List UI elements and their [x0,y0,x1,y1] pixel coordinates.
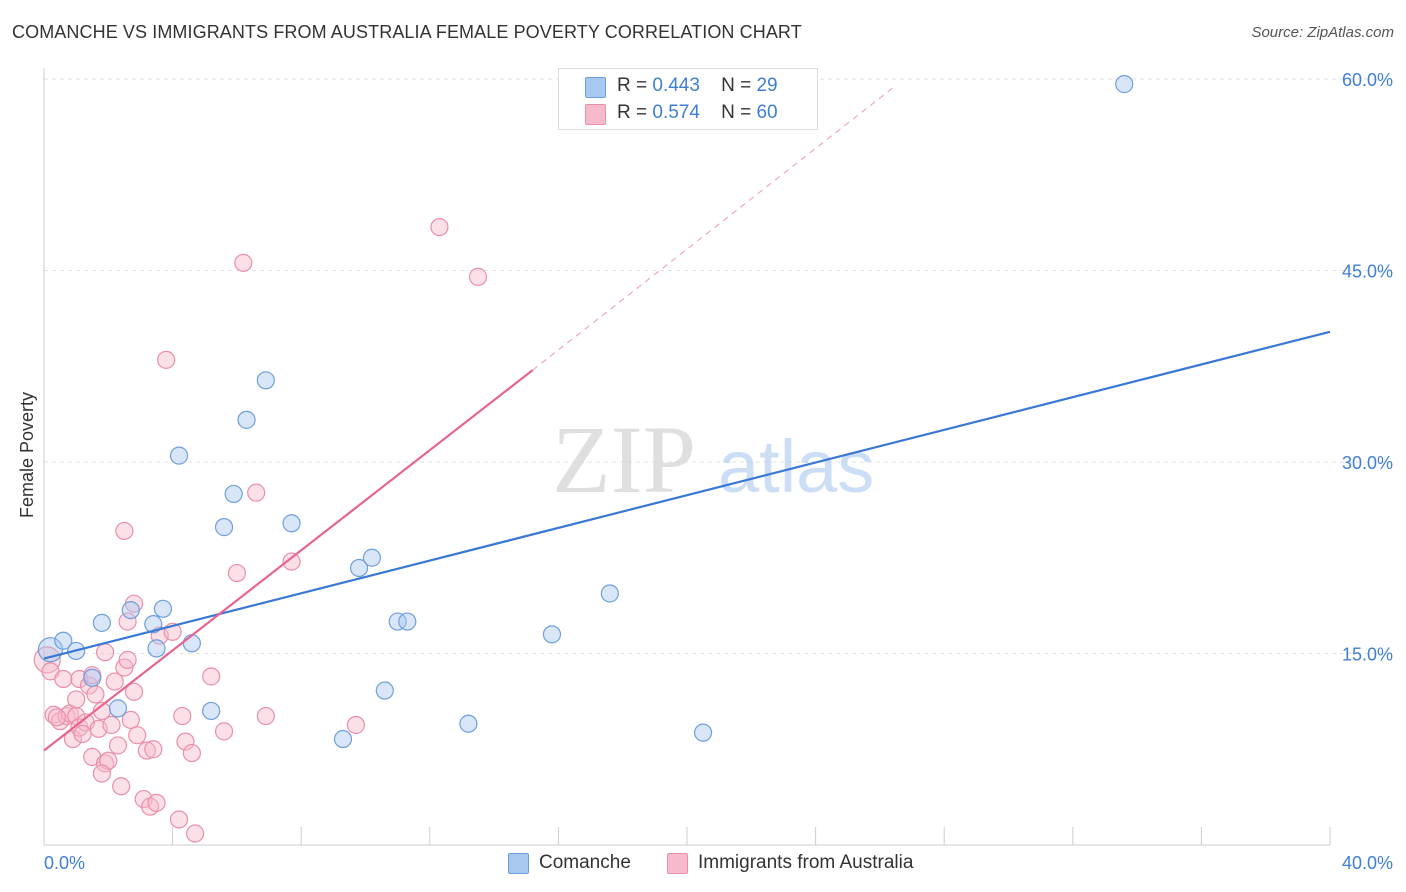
point-australia [57,706,76,726]
point-australia [282,552,301,571]
point-comanche [693,723,713,742]
point-comanche [282,514,301,533]
point-australia [214,722,234,741]
data-points [33,75,1134,843]
point-comanche [169,446,189,465]
point-australia [118,612,137,631]
chart-title: COMANCHE VS IMMIGRANTS FROM AUSTRALIA FE… [12,22,802,42]
point-comanche [83,668,102,687]
axes [43,68,1331,846]
legend-r-label: R = [617,75,648,96]
legend-swatch-comanche [585,77,606,98]
point-australia [95,643,115,662]
legend-n-label: N = [721,102,752,123]
legend-r-value: 0.574 [652,102,700,123]
point-australia [124,682,144,701]
point-comanche [144,615,163,634]
x-tick-label-max: 40.0% [1342,853,1393,873]
point-australia [169,810,189,829]
legend-n-value: 29 [756,75,778,96]
point-australia [147,793,166,812]
point-australia [33,646,61,674]
point-australia [468,267,488,286]
point-comanche [153,599,173,618]
x-tick-label-min: 0.0% [44,853,85,873]
y-tick-label: 60.0% [1342,70,1393,90]
point-australia [115,521,134,541]
source-credit: Source: ZipAtlas.com [1251,24,1394,41]
trend-line-comanche [43,330,1331,660]
point-australia [137,741,156,760]
legend-n-label: N = [721,75,752,96]
point-comanche [202,701,221,721]
point-australia [157,350,176,369]
point-comanche [256,371,275,390]
stats-legend: R = 0.443 N = 29 R = 0.574 N = 60 [558,68,818,130]
point-australia [112,777,131,796]
bottom-legend-swatch-comanche [508,853,529,874]
point-comanche [459,714,478,733]
point-australia [247,483,266,502]
trend-lines [43,84,1331,752]
point-australia [95,754,115,773]
point-australia [118,650,137,669]
trend-line-australia [43,369,534,752]
point-comanche [349,558,369,578]
point-comanche [214,518,234,537]
point-australia [430,217,449,237]
y-axis-label: Female Poverty [17,392,37,518]
point-comanche [388,612,407,631]
point-australia [102,715,121,735]
legend-n-value: 60 [756,102,778,123]
point-australia [105,672,124,691]
point-comanche [182,634,201,653]
bottom-legend-swatch-australia [667,853,688,874]
point-australia [234,253,253,272]
y-tick-label: 30.0% [1342,453,1393,473]
point-comanche [398,612,417,631]
point-comanche [108,699,128,718]
tick-labels: 15.0% 30.0% 45.0% 60.0% 0.0% 40.0% [44,70,1393,873]
point-comanche [121,600,140,620]
point-comanche [1115,75,1134,94]
point-comanche [92,613,111,632]
point-australia [92,764,111,783]
point-australia [47,708,66,727]
point-australia [202,667,221,686]
legend-r-label: R = [617,102,648,123]
point-australia [67,690,86,709]
point-australia [346,715,365,735]
point-comanche [147,639,166,658]
point-australia [176,732,195,751]
point-australia [173,706,192,726]
y-tick-label: 15.0% [1342,645,1393,665]
point-comanche [224,484,243,504]
point-australia [63,729,83,749]
point-comanche [375,681,394,700]
point-australia [108,736,128,755]
point-australia [186,824,205,843]
point-comanche [600,584,619,603]
point-australia [54,669,73,689]
y-tick-label: 45.0% [1342,262,1393,282]
point-australia [144,740,163,759]
point-comanche [237,410,256,429]
point-australia [86,685,105,704]
watermark-zip: ZIP [552,406,696,513]
point-australia [182,743,201,763]
legend-swatch-australia [585,104,606,125]
point-australia [121,710,140,729]
legend-r-value: 0.443 [652,75,700,96]
point-australia [128,726,147,745]
point-australia [73,724,92,744]
point-comanche [333,729,353,749]
point-australia [227,563,246,583]
point-comanche [362,548,382,567]
bottom-legend-label-australia: Immigrants from Australia [698,852,914,873]
bottom-legend-label-comanche: Comanche [539,852,631,873]
point-comanche [54,631,73,650]
point-comanche [542,625,562,644]
point-australia [256,706,275,726]
